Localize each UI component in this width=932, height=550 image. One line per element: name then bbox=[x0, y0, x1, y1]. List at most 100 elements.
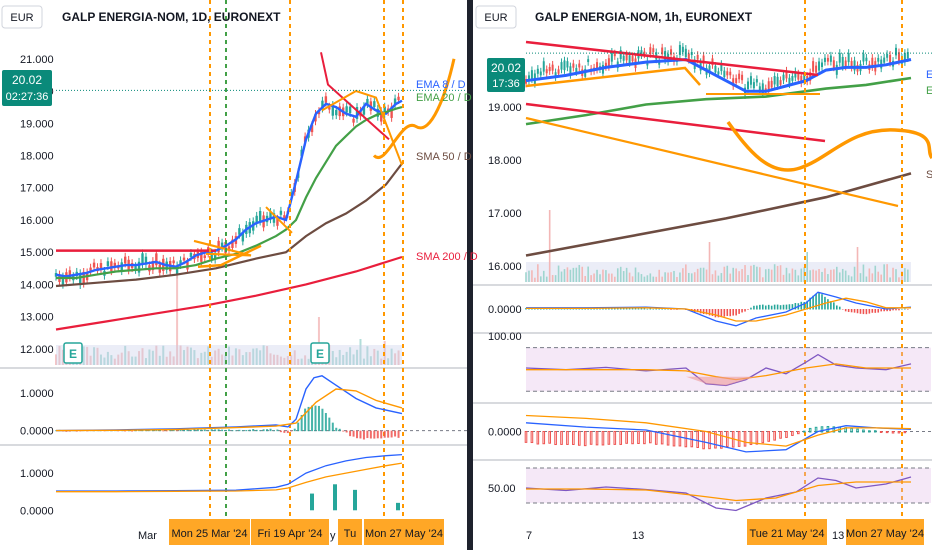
candle-body bbox=[324, 96, 328, 103]
macd2-hist-bar bbox=[879, 431, 883, 433]
macd-hist-bar bbox=[387, 430, 390, 438]
left-bottom-bar bbox=[396, 502, 400, 511]
candle-body bbox=[821, 62, 823, 67]
macd-hist-bar bbox=[266, 429, 269, 432]
candle-body bbox=[823, 57, 826, 62]
macd2-hist-bar bbox=[613, 431, 617, 445]
volume-bar bbox=[865, 276, 868, 282]
sma50-line bbox=[55, 162, 403, 288]
candle-body bbox=[770, 80, 773, 88]
earnings-marker bbox=[63, 342, 83, 364]
volume-bar bbox=[688, 272, 690, 282]
volume-bar bbox=[886, 264, 888, 282]
candle-body bbox=[376, 108, 379, 117]
macd-hist-bar bbox=[328, 417, 331, 432]
macd2-hist-bar bbox=[903, 431, 907, 434]
macd2-hist-bar bbox=[755, 431, 759, 445]
volume-bar bbox=[880, 274, 882, 282]
volume-bar bbox=[58, 345, 61, 365]
volume-bar bbox=[317, 317, 320, 365]
candle-body bbox=[279, 210, 283, 215]
ma-label-ema8: EMA 8 / D bbox=[416, 79, 466, 91]
volume-bar bbox=[655, 276, 658, 282]
macd-hist-bar bbox=[756, 305, 758, 310]
candle-body bbox=[575, 68, 578, 73]
volume-bar bbox=[625, 267, 628, 282]
left-y-tick-label: 14.000 bbox=[20, 279, 54, 291]
volume-bar bbox=[602, 269, 604, 282]
candle-body bbox=[865, 57, 868, 62]
macd-hist-bar bbox=[228, 429, 230, 432]
macd2-hist-bar bbox=[791, 431, 794, 436]
candle-body bbox=[749, 76, 752, 85]
macd-hist-bar bbox=[134, 430, 137, 432]
volume-bar bbox=[234, 348, 237, 365]
volume-bar bbox=[183, 350, 186, 365]
volume-bar bbox=[847, 275, 850, 282]
volume-bar bbox=[228, 346, 230, 365]
macd2-hist-bar bbox=[897, 431, 901, 434]
right-y-tick-label: 19.000 bbox=[488, 102, 522, 114]
macd2-hist-bar bbox=[720, 431, 723, 449]
candle-body bbox=[317, 111, 321, 115]
macd2-hist-bar bbox=[589, 431, 593, 445]
candle-body bbox=[678, 45, 681, 56]
macd-hist-bar bbox=[383, 430, 386, 438]
volume-bar bbox=[782, 274, 785, 282]
macd2-hist-bar bbox=[524, 431, 528, 443]
candle-body bbox=[587, 59, 590, 63]
volume-bar bbox=[759, 267, 761, 282]
volume-bar bbox=[387, 358, 390, 365]
macd-hist-bar bbox=[773, 304, 776, 310]
candle-body bbox=[649, 47, 652, 55]
macd2-hist-bar bbox=[554, 431, 557, 446]
volume-bar bbox=[815, 270, 817, 282]
macd-hist-bar bbox=[841, 309, 844, 310]
macd2-hist-bar bbox=[802, 430, 806, 433]
macd-hist-bar bbox=[741, 309, 743, 313]
volume-bar bbox=[548, 210, 551, 282]
macd-hist-bar bbox=[349, 430, 352, 437]
earnings-marker-label: E bbox=[69, 347, 77, 361]
volume-bar bbox=[628, 272, 631, 282]
volume-bar bbox=[753, 264, 755, 282]
volume-bar bbox=[643, 276, 646, 282]
macd2-hist-bar bbox=[885, 431, 889, 434]
candle-body bbox=[548, 66, 551, 72]
macd-hist-bar bbox=[818, 292, 820, 310]
right-macd2-tick: 0.0000 bbox=[488, 427, 522, 439]
macd-hist-bar bbox=[241, 430, 244, 432]
candle-body bbox=[258, 211, 262, 222]
candle-body bbox=[883, 57, 886, 63]
macd-hist-bar bbox=[833, 302, 835, 310]
volume-bar bbox=[812, 269, 814, 282]
macd-hist-bar bbox=[619, 308, 622, 310]
macd-hist-bar bbox=[827, 299, 829, 310]
macd-hist-bar bbox=[735, 309, 737, 316]
candle-body bbox=[525, 79, 527, 84]
candle-body bbox=[613, 53, 616, 57]
volume-bar bbox=[103, 357, 106, 365]
volume-bar bbox=[572, 267, 575, 282]
right-y-tick-label: 16.000 bbox=[488, 261, 522, 273]
macd2-hist-bar bbox=[577, 431, 581, 446]
right-ma-line bbox=[525, 57, 912, 93]
right-x-highlight-box bbox=[846, 519, 924, 545]
price-badge bbox=[487, 58, 525, 92]
left-macd-tick: 0.0000 bbox=[20, 426, 54, 438]
macd-hist-bar bbox=[767, 304, 770, 310]
macd-hist-bar bbox=[649, 307, 652, 310]
volume-bar bbox=[575, 267, 578, 282]
candle-body bbox=[569, 66, 572, 76]
volume-bar bbox=[359, 339, 362, 365]
candle-body bbox=[290, 192, 293, 196]
left-bottom-bar bbox=[333, 484, 337, 511]
left-x-highlight-label: Fri 19 Apr '24 bbox=[257, 528, 322, 540]
volume-bar bbox=[631, 276, 634, 282]
volume-bar bbox=[537, 264, 539, 282]
candle-body bbox=[536, 68, 539, 74]
candle-body bbox=[124, 256, 127, 264]
volume-bar bbox=[531, 270, 533, 282]
volume-bar bbox=[297, 358, 300, 365]
